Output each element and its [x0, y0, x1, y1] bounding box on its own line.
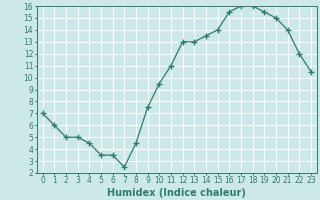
X-axis label: Humidex (Indice chaleur): Humidex (Indice chaleur)	[108, 188, 246, 198]
